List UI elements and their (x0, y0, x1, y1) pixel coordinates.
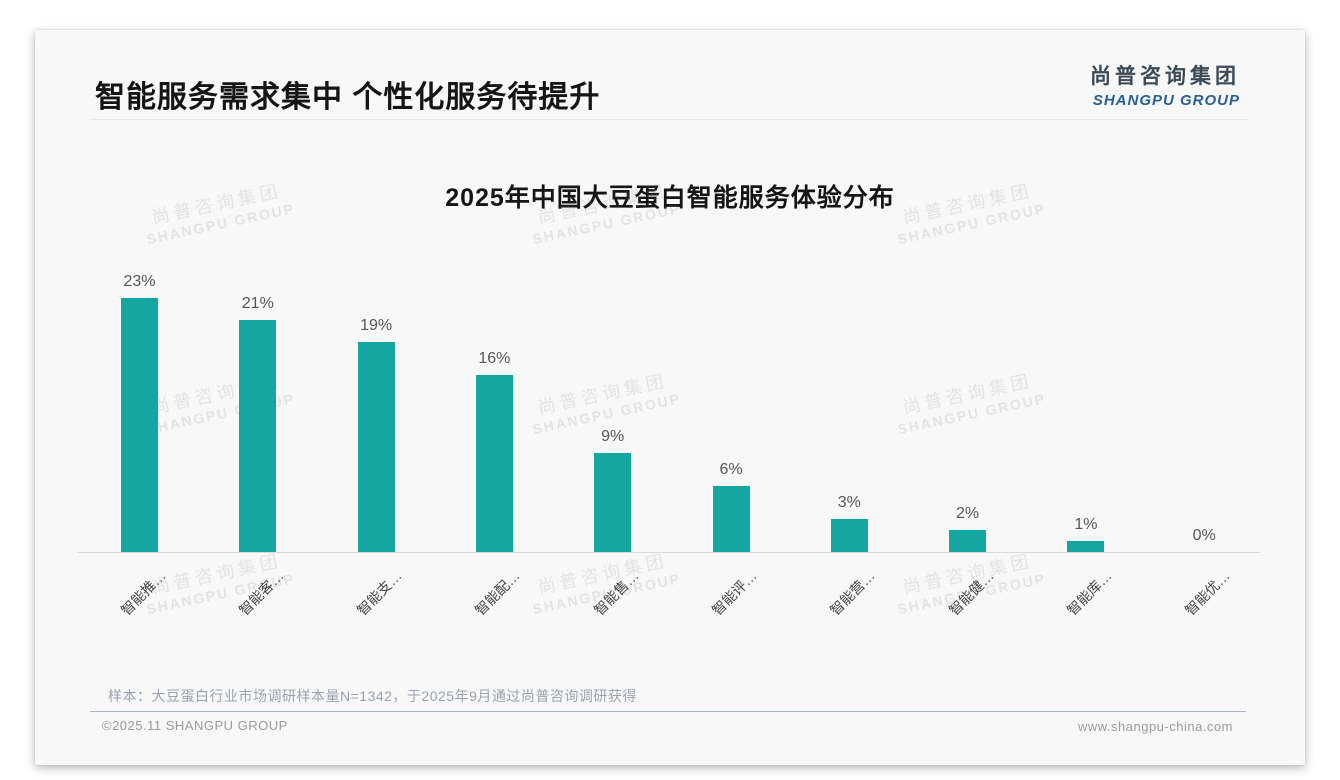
bar (594, 453, 632, 552)
bar (712, 486, 750, 552)
page-title: 智能服务需求集中 个性化服务待提升 (95, 81, 601, 114)
bar-value-label: 16% (478, 350, 511, 367)
bar (121, 298, 158, 552)
bar-value-label: 2% (956, 505, 980, 522)
plot-area: 23% 智能推… 21% 智能客… 19% 智能支… 16% 智能配… 9% 智能售… 6% 智能评…… (35, 30, 1305, 765)
bar-value-label: 21% (241, 295, 274, 312)
website-link[interactable]: www.shangpu-china.com (1077, 719, 1233, 734)
x-axis-line (78, 552, 1260, 553)
bar-value-label: 19% (360, 317, 393, 334)
bar-value-label: 23% (123, 273, 156, 290)
bar-value-label: 9% (601, 428, 625, 445)
bar-value-label: 1% (1074, 516, 1098, 533)
header-divider (90, 119, 1248, 120)
bar (475, 375, 513, 552)
bar-value-label: 0% (1192, 527, 1216, 544)
chart-title: 2025年中国大豆蛋白智能服务体验分布 (445, 184, 895, 212)
sample-note: 样本：大豆蛋白行业市场调研样本量N=1342，于2025年9月通过尚普咨询调研获… (108, 688, 637, 704)
footer-divider (90, 711, 1246, 712)
bar (830, 519, 868, 552)
bar (239, 320, 277, 552)
bar (357, 342, 395, 552)
logo: 尚普咨询集团 SHANGPU GROUP (1090, 60, 1240, 109)
logo-en-text: SHANGPU GROUP (1092, 92, 1240, 109)
bar (949, 530, 987, 552)
bar-value-label: 6% (719, 461, 743, 478)
bar (1067, 541, 1105, 552)
copyright-text: ©2025.11 SHANGPU GROUP (102, 718, 288, 733)
bar-value-label: 3% (837, 494, 861, 511)
logo-cn-text: 尚普咨询集团 (1090, 65, 1240, 88)
report-card: 尚普咨询集团 SHANGPU GROUP 尚普咨询集团 SHANGPU GROUP 尚普… (35, 30, 1305, 765)
